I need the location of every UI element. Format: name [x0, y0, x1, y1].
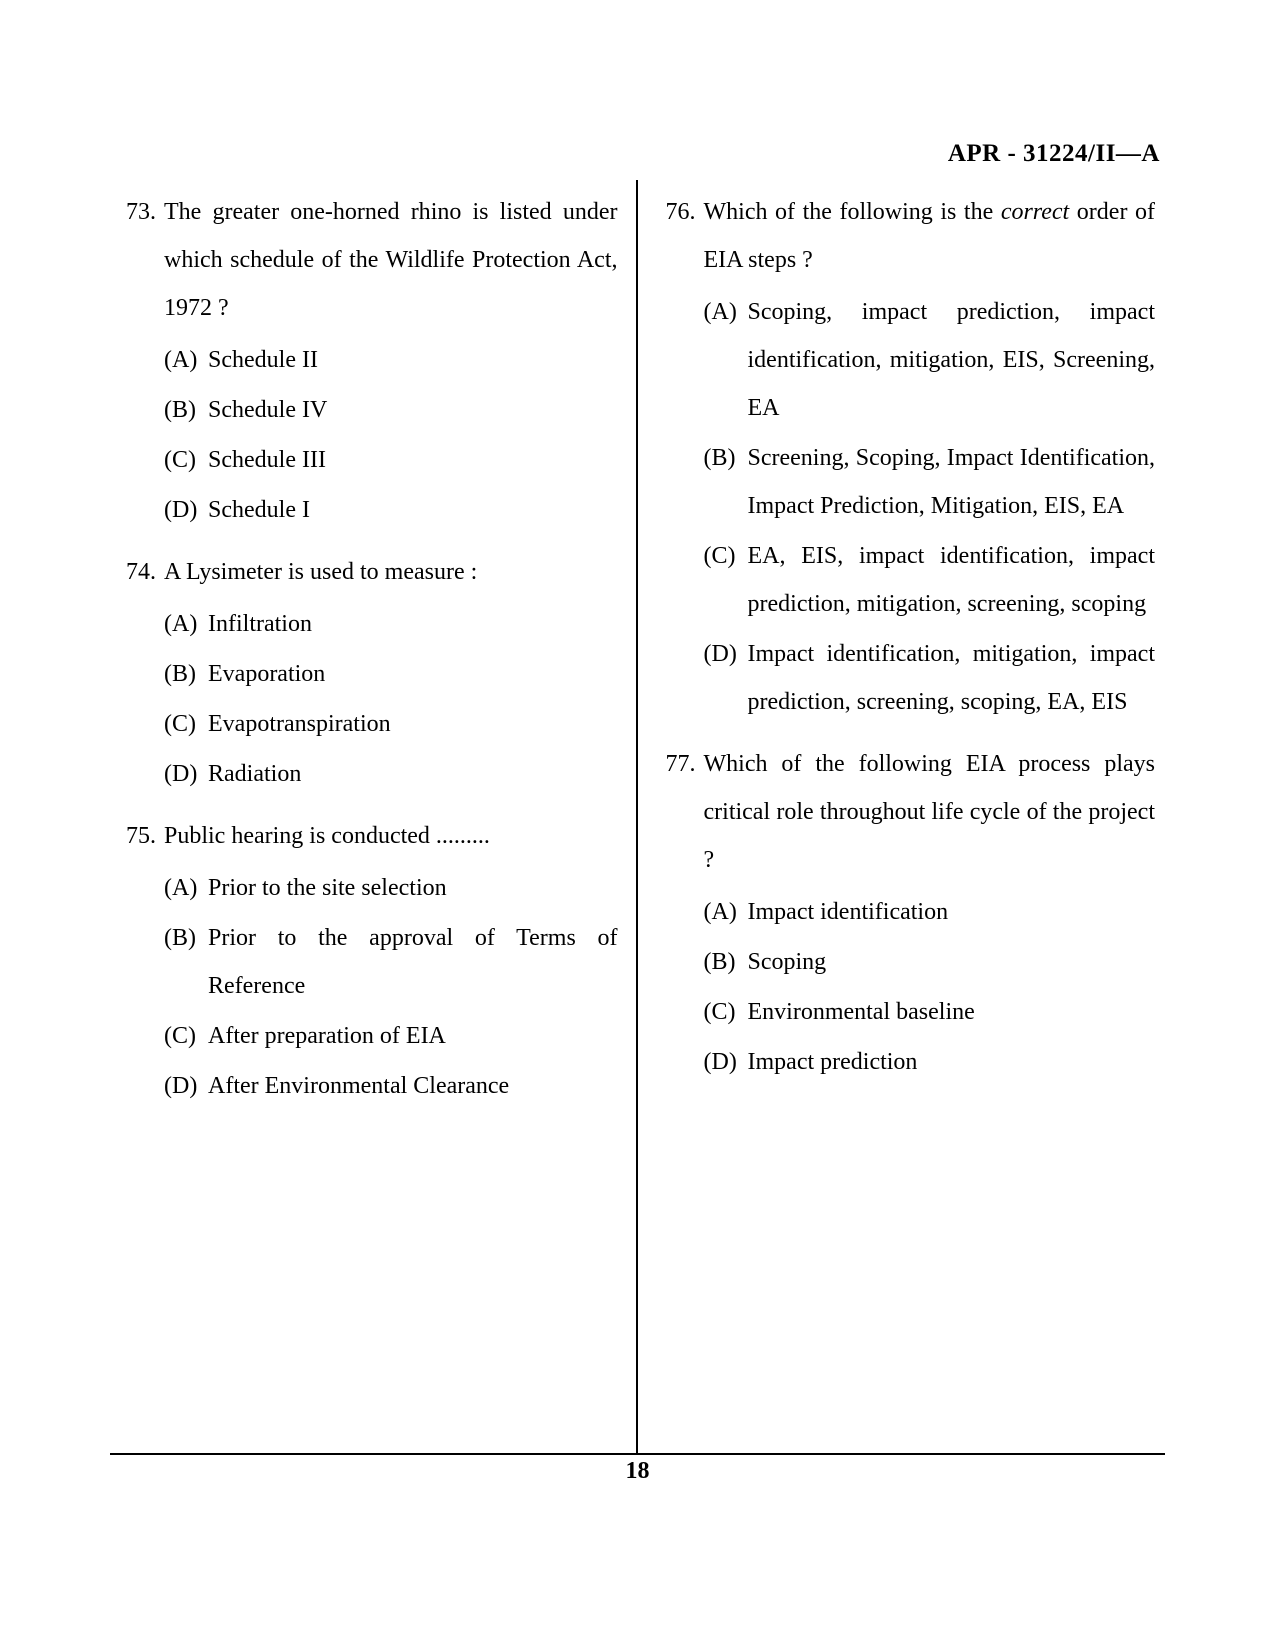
option-text: Impact prediction — [748, 1038, 1156, 1086]
question-number: 77. — [660, 740, 704, 1088]
option-label: (A) — [164, 600, 208, 648]
question-body: The greater one-horned rhino is listed u… — [164, 188, 618, 536]
option-text: Environmental baseline — [748, 988, 1156, 1036]
question-stem: Which of the following is the correct or… — [704, 188, 1156, 284]
option: (C)Schedule III — [164, 436, 618, 484]
option-label: (C) — [704, 988, 748, 1036]
option-text: Scoping — [748, 938, 1156, 986]
option: (A)Prior to the site selection — [164, 864, 618, 912]
option: (D)Impact prediction — [704, 1038, 1156, 1086]
question-body: Which of the following is the correct or… — [704, 188, 1156, 728]
option: (B)Evaporation — [164, 650, 618, 698]
option-label: (A) — [704, 888, 748, 936]
option-text: After preparation of EIA — [208, 1012, 618, 1060]
option-label: (C) — [704, 532, 748, 628]
option: (D)Radiation — [164, 750, 618, 798]
content-area: 73.The greater one-horned rhino is liste… — [110, 180, 1165, 1455]
option-text: EA, EIS, impact identification, impact p… — [748, 532, 1156, 628]
option: (C)Environmental baseline — [704, 988, 1156, 1036]
option-text: Schedule III — [208, 436, 618, 484]
option-text: Screening, Scoping, Impact Identificatio… — [748, 434, 1156, 530]
option: (B)Scoping — [704, 938, 1156, 986]
options-list: (A)Scoping, impact prediction, impact id… — [704, 288, 1156, 726]
question: 74.A Lysimeter is used to measure :(A)In… — [120, 548, 618, 800]
option: (B)Prior to the approval of Terms of Ref… — [164, 914, 618, 1010]
question: 76.Which of the following is the correct… — [660, 188, 1156, 728]
question-stem: A Lysimeter is used to measure : — [164, 548, 618, 596]
option: (C)EA, EIS, impact identification, impac… — [704, 532, 1156, 628]
option-label: (A) — [164, 864, 208, 912]
question-stem: Public hearing is conducted ......... — [164, 812, 618, 860]
option-label: (D) — [164, 1062, 208, 1110]
option: (C)Evapotranspiration — [164, 700, 618, 748]
option: (B)Schedule IV — [164, 386, 618, 434]
option-text: Evaporation — [208, 650, 618, 698]
option: (A)Impact identification — [704, 888, 1156, 936]
italic-text: correct — [1001, 199, 1069, 225]
option-text: Prior to the site selection — [208, 864, 618, 912]
option-label: (A) — [164, 336, 208, 384]
options-list: (A)Infiltration(B)Evaporation(C)Evapotra… — [164, 600, 618, 798]
option-text: Impact identification — [748, 888, 1156, 936]
option-label: (A) — [704, 288, 748, 432]
option-text: Schedule IV — [208, 386, 618, 434]
option-label: (B) — [704, 938, 748, 986]
option-text: Infiltration — [208, 600, 618, 648]
question: 73.The greater one-horned rhino is liste… — [120, 188, 618, 536]
question: 75.Public hearing is conducted .........… — [120, 812, 618, 1112]
text-span: Which of the following is the — [704, 199, 1001, 225]
option: (D)After Environmental Clearance — [164, 1062, 618, 1110]
option: (A)Infiltration — [164, 600, 618, 648]
question-number: 74. — [120, 548, 164, 800]
option-text: Schedule II — [208, 336, 618, 384]
option-label: (D) — [704, 630, 748, 726]
question-stem: Which of the following EIA process plays… — [704, 740, 1156, 884]
options-list: (A)Impact identification(B)Scoping(C)Env… — [704, 888, 1156, 1086]
options-list: (A)Prior to the site selection(B)Prior t… — [164, 864, 618, 1110]
option-label: (B) — [164, 650, 208, 698]
two-column-layout: 73.The greater one-horned rhino is liste… — [110, 180, 1165, 1453]
page-number: 18 — [0, 1458, 1275, 1485]
option-label: (B) — [164, 914, 208, 1010]
option: (D)Impact identification, mitigation, im… — [704, 630, 1156, 726]
option-label: (C) — [164, 700, 208, 748]
question-body: Public hearing is conducted .........(A)… — [164, 812, 618, 1112]
question-number: 75. — [120, 812, 164, 1112]
question-number: 73. — [120, 188, 164, 536]
question-stem: The greater one-horned rhino is listed u… — [164, 188, 618, 332]
left-column: 73.The greater one-horned rhino is liste… — [110, 180, 638, 1453]
question-body: A Lysimeter is used to measure :(A)Infil… — [164, 548, 618, 800]
option-label: (D) — [704, 1038, 748, 1086]
option-text: Schedule I — [208, 486, 618, 534]
option-text: After Environmental Clearance — [208, 1062, 618, 1110]
option-text: Prior to the approval of Terms of Refere… — [208, 914, 618, 1010]
option: (B)Screening, Scoping, Impact Identifica… — [704, 434, 1156, 530]
question: 77.Which of the following EIA process pl… — [660, 740, 1156, 1088]
question-number: 76. — [660, 188, 704, 728]
option: (A)Scoping, impact prediction, impact id… — [704, 288, 1156, 432]
option-text: Scoping, impact prediction, impact ident… — [748, 288, 1156, 432]
option: (C)After preparation of EIA — [164, 1012, 618, 1060]
option-label: (C) — [164, 436, 208, 484]
option: (D)Schedule I — [164, 486, 618, 534]
option-label: (D) — [164, 750, 208, 798]
option-label: (B) — [704, 434, 748, 530]
exam-page: APR - 31224/II—A 73.The greater one-horn… — [0, 0, 1275, 1650]
option-text: Evapotranspiration — [208, 700, 618, 748]
page-header-code: APR - 31224/II—A — [948, 140, 1160, 168]
option-label: (D) — [164, 486, 208, 534]
option-text: Radiation — [208, 750, 618, 798]
option-label: (C) — [164, 1012, 208, 1060]
right-column: 76.Which of the following is the correct… — [638, 180, 1166, 1453]
option-label: (B) — [164, 386, 208, 434]
question-body: Which of the following EIA process plays… — [704, 740, 1156, 1088]
options-list: (A)Schedule II(B)Schedule IV(C)Schedule … — [164, 336, 618, 534]
option: (A)Schedule II — [164, 336, 618, 384]
option-text: Impact identification, mitigation, impac… — [748, 630, 1156, 726]
